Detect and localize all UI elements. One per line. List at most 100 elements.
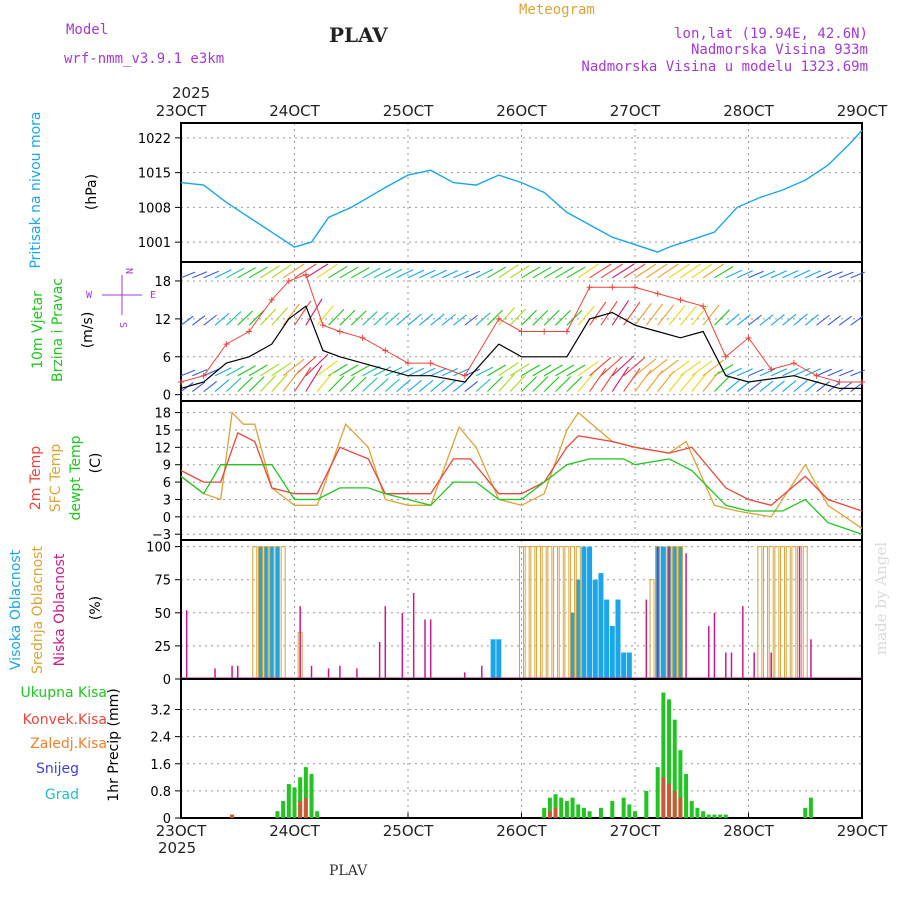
y-tick-label: 1008 — [138, 201, 171, 216]
wind-arrow — [441, 368, 458, 377]
y-tick-label: 3 — [163, 493, 171, 508]
precip-legend-entry: Snijeg — [36, 761, 79, 777]
wind-arrow — [543, 309, 560, 326]
wind-arrow — [566, 364, 586, 377]
high-cloud-bar — [598, 573, 604, 679]
wind-arrow — [668, 263, 690, 279]
y-tick-label: 100 — [146, 541, 171, 556]
wind-side-label-2: Brzina i Pravac — [50, 278, 66, 382]
wind-arrow — [248, 376, 265, 392]
wind-arrow — [396, 269, 414, 279]
wind-arrow — [509, 308, 526, 326]
compass-s-letter: S — [117, 322, 128, 328]
wind-arrow — [668, 371, 686, 392]
panel-frame — [180, 400, 863, 541]
wind-arrow — [634, 369, 652, 392]
wind-arrow — [611, 366, 630, 392]
total-precip-bar — [667, 699, 672, 818]
wind-arrow — [827, 271, 843, 279]
y-tick-label: 0 — [163, 673, 171, 688]
y-tick-label: 2.4 — [150, 731, 171, 746]
wind-arrow — [521, 309, 537, 326]
wind-arrow — [600, 263, 623, 279]
wind-arrow — [793, 379, 808, 392]
wind-arrow — [260, 308, 277, 326]
wind-arrow — [316, 371, 334, 392]
wind-arrow — [487, 364, 507, 377]
wind-arrow — [589, 356, 612, 377]
gust-marker — [768, 366, 775, 373]
y-tick-label: 25 — [154, 640, 171, 655]
gust-marker — [541, 328, 548, 335]
high-cloud-bar — [621, 652, 627, 679]
wind-arrow — [725, 313, 740, 326]
wind-arrow — [203, 368, 219, 377]
high-cloud-bar — [615, 599, 621, 679]
wind-arrow — [850, 315, 864, 326]
high-cloud-bar — [496, 639, 502, 679]
dewpoint-line — [180, 458, 863, 535]
wind-arrow — [475, 312, 491, 326]
precip-legend: Ukupna Kisa Konvek.Kisa Zaledj.Kisa Snijeg G… — [20, 685, 107, 803]
wind-arrow — [418, 313, 434, 326]
wind-arrow — [430, 379, 445, 392]
convective-precip-bar — [667, 784, 672, 818]
wind-arrow — [589, 263, 612, 279]
convective-precip-bar — [553, 807, 558, 818]
total-precip-bar — [286, 784, 291, 818]
wind-arrow — [430, 367, 447, 377]
precip-panel: 1hr Precip (mm) Ukupna Kisa Konvek.Kisa Za… — [20, 678, 863, 827]
total-precip-bar — [621, 797, 626, 818]
wind-arrow — [453, 380, 467, 392]
gust-marker — [382, 347, 389, 354]
wind-arrow — [839, 271, 854, 279]
wind-arrow — [203, 381, 217, 392]
y-tick-label: 6 — [163, 476, 171, 491]
wind-arrow — [316, 263, 338, 279]
gust-marker — [405, 360, 411, 367]
wind-arrow — [487, 376, 503, 392]
gust-marker — [427, 360, 434, 367]
wind-arrow — [384, 378, 400, 392]
wind-arrow — [759, 380, 774, 392]
wind-arrow — [282, 303, 300, 326]
model-label: Model — [66, 22, 108, 38]
wind-arrow — [827, 369, 843, 377]
high-cloud-bar — [269, 546, 275, 679]
wind-arrow — [532, 364, 552, 377]
total-precip-bar — [718, 814, 723, 818]
x-tick-label-top: 29OCT — [837, 102, 888, 120]
wind-arrow — [589, 367, 607, 392]
temp-side-label-1: 2m Temp — [28, 446, 44, 510]
wind-arrow — [441, 270, 458, 279]
gust-marker — [586, 284, 593, 291]
wind-arrow — [418, 379, 434, 392]
wind-arrow — [441, 380, 456, 392]
y-tick-label: 1022 — [138, 132, 171, 147]
wind-arrow — [555, 364, 575, 377]
wind-arrow — [419, 269, 436, 279]
wind-arrow — [725, 367, 742, 377]
wind-arrow — [260, 374, 277, 392]
wind-arrow — [611, 355, 635, 377]
convective-precip-bar — [298, 801, 303, 818]
wind-arrow — [623, 356, 646, 377]
cloud-panel: Visoka Oblacnost Srednja Oblacnost Niska… — [8, 539, 863, 688]
wind-arrow — [521, 266, 541, 279]
wind-arrow — [543, 364, 563, 377]
gust-marker — [859, 379, 865, 386]
wind-arrow — [226, 267, 245, 279]
gust-marker — [563, 328, 570, 335]
wind-arrow — [714, 266, 734, 279]
wind-arrow — [192, 271, 208, 279]
wind-arrow — [464, 314, 479, 326]
high-cloud-bar — [592, 579, 598, 679]
wind-arrow — [816, 314, 830, 326]
wind-arrow — [782, 380, 797, 392]
wind-arrow — [839, 369, 854, 377]
wind-arrow — [668, 305, 686, 326]
compass-w-letter: W — [86, 290, 93, 301]
y-tick-label: 12 — [154, 441, 171, 456]
wind-arrow — [475, 366, 494, 377]
